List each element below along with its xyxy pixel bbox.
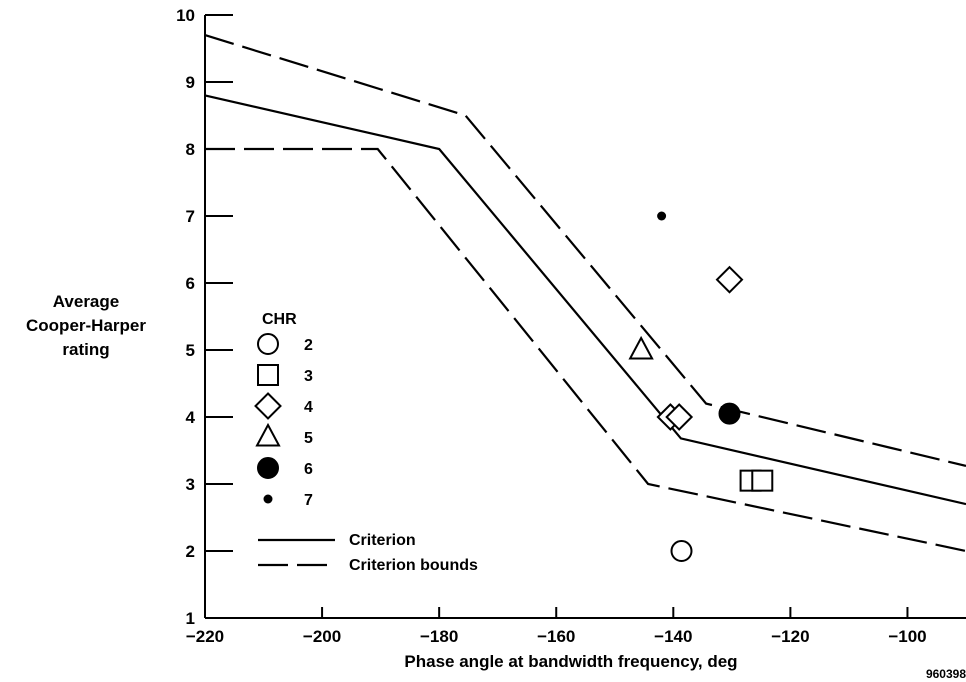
point-chr-7 [657, 211, 667, 221]
x-tick-label: −200 [303, 627, 341, 646]
legend-label: 4 [304, 399, 313, 416]
y-tick-label: 8 [186, 140, 195, 159]
criterion-bound-line [205, 147, 966, 553]
point-chr-4 [715, 265, 744, 294]
x-tick-label: −180 [420, 627, 458, 646]
legend-line-label: Criterion bounds [349, 557, 478, 574]
point-chr-4 [665, 403, 694, 431]
y-tick-label: 4 [186, 408, 196, 427]
legend-label: 2 [304, 337, 313, 354]
y-tick-label: 10 [176, 6, 195, 25]
axes [204, 15, 966, 619]
y-tick-label: 9 [186, 73, 195, 92]
legend-label: 5 [304, 430, 313, 447]
x-tick-label: −120 [771, 627, 809, 646]
x-tick-label: −160 [537, 627, 575, 646]
legend-symbol-chr-6 [257, 457, 279, 479]
axis-labels: Phase angle at bandwidth frequency, deg … [26, 292, 966, 681]
y-axis-title-line-1: Average [53, 292, 119, 311]
x-tick-label: −220 [186, 627, 224, 646]
point-chr-3 [751, 469, 774, 492]
legend-symbol-chr-7 [263, 494, 273, 504]
legend-title: CHR [262, 311, 297, 328]
legend: CHR 2 3 4 5 6 7 Criterion Criterion bounds [254, 311, 478, 574]
legend-symbol-chr-2 [257, 333, 279, 355]
y-tick-label: 3 [186, 475, 195, 494]
y-tick-label: 5 [186, 341, 195, 360]
x-axis-title: Phase angle at bandwidth frequency, deg [404, 652, 737, 671]
x-tick-label: −100 [888, 627, 926, 646]
y-tick-label: 6 [186, 274, 195, 293]
figure-id: 960398 [926, 667, 966, 681]
criterion-bound-line [204, 34, 966, 467]
legend-line-label: Criterion [349, 532, 416, 549]
point-chr-6 [718, 402, 741, 425]
y-axis-title-line-3: rating [62, 340, 109, 359]
y-axis-title-line-2: Cooper-Harper [26, 316, 146, 335]
legend-label: 3 [304, 368, 313, 385]
criterion-line [204, 94, 966, 506]
y-tick-label: 1 [186, 609, 195, 628]
x-tick-label: −140 [654, 627, 692, 646]
legend-label: 6 [304, 461, 313, 478]
point-chr-5 [628, 335, 654, 360]
legend-symbol-chr-4 [254, 392, 282, 420]
legend-symbol-chr-3 [257, 364, 279, 386]
legend-label: 7 [304, 492, 313, 509]
point-chr-2 [670, 540, 693, 562]
criterion-lines [204, 34, 966, 553]
data-points [628, 211, 774, 562]
y-tick-label: 7 [186, 207, 195, 226]
y-tick-label: 2 [186, 542, 195, 561]
legend-symbol-chr-5 [255, 422, 281, 447]
axis-ticks: −220 −200 −180 −160 −140 −120 −100 1 2 3 4 5 6 7 8 9 10 [176, 6, 927, 646]
